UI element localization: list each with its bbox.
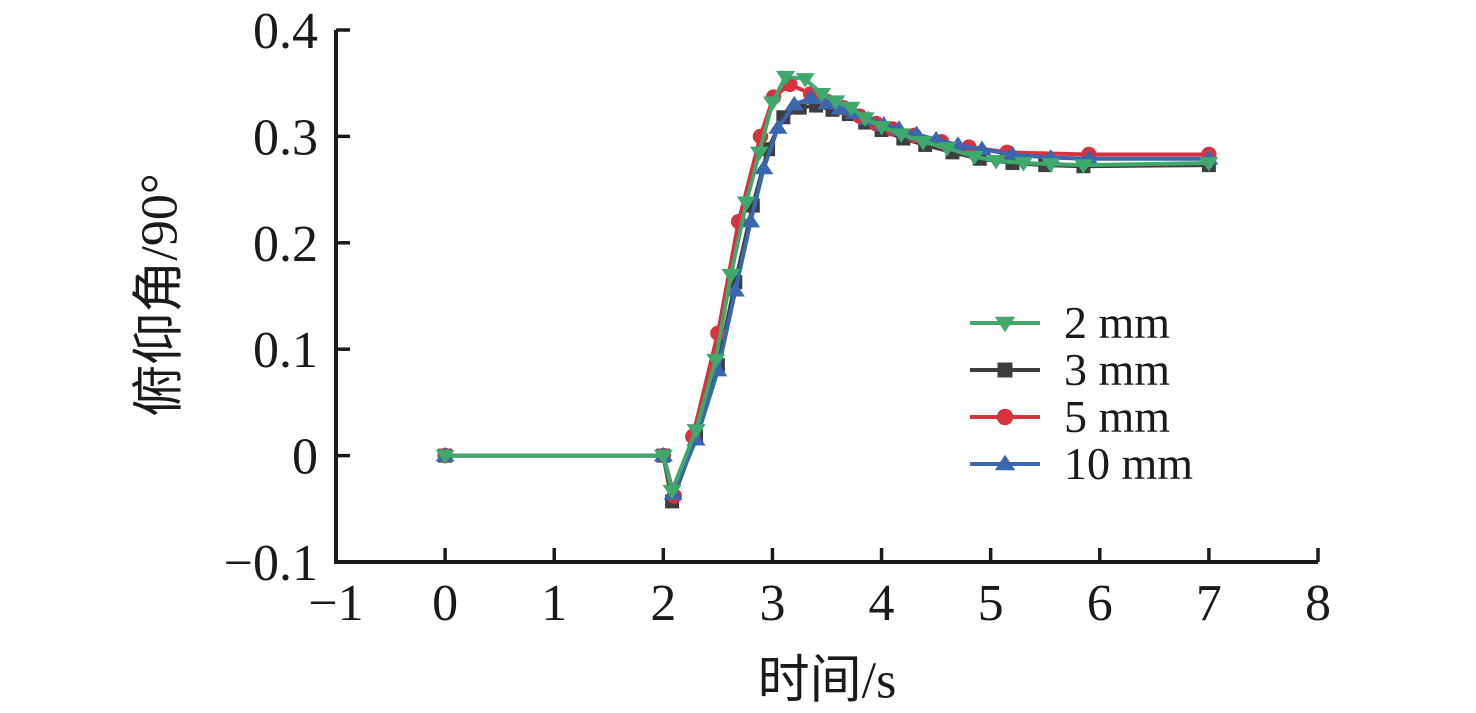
y-tick-label: 0.1 [253, 322, 318, 379]
x-tick-label: −1 [308, 575, 363, 632]
triangle-up-marker [830, 100, 850, 115]
legend-swatch-circle [970, 408, 1040, 425]
triangle-down-marker [913, 135, 933, 151]
triangle-down-marker [855, 112, 875, 127]
triangle-down-marker [872, 120, 892, 136]
triangle-down-marker [706, 353, 726, 369]
triangle-down-marker [1199, 157, 1219, 172]
series-2mm [435, 70, 1219, 500]
triangle-up-marker [994, 454, 1016, 470]
legend-swatch-triangle-down [970, 316, 1040, 332]
triangle-up-marker [1002, 145, 1023, 161]
x-axis-label: 时间/s [757, 652, 897, 710]
triangle-down-marker [776, 70, 796, 86]
x-tick-label: 8 [1305, 575, 1331, 632]
triangle-up-marker [817, 94, 837, 110]
triangle-down-marker [795, 73, 815, 88]
triangle-down-marker [435, 449, 455, 465]
legend-label: 2 mm [1064, 296, 1171, 348]
x-tick-label: 0 [432, 575, 458, 632]
x-tick-label: 7 [1196, 575, 1222, 632]
triangle-down-marker [1013, 157, 1033, 172]
triangle-down-marker [662, 484, 682, 500]
x-tick-label: 1 [541, 575, 567, 632]
triangle-up-marker [784, 95, 804, 111]
legend-item-2mm: 2 mm [968, 299, 1193, 346]
legend-item-3mm: 3 mm [968, 346, 1193, 393]
triangle-down-marker [736, 196, 756, 212]
legend-swatch-square [970, 362, 1040, 377]
y-axis-label: 俯仰角/90° [131, 173, 189, 417]
y-tick-label: −0.1 [224, 535, 318, 592]
triangle-down-marker [686, 424, 706, 439]
x-tick-label: 4 [869, 575, 895, 632]
y-tick-label: 0 [292, 429, 318, 486]
y-tick-label: 0.3 [253, 109, 318, 166]
triangle-down-marker [994, 316, 1016, 332]
y-tick-label: 0.2 [253, 216, 318, 273]
triangle-down-marker [721, 268, 741, 284]
triangle-down-marker [986, 154, 1006, 170]
x-tick-label: 3 [759, 575, 785, 632]
x-tick-label: 6 [1087, 575, 1113, 632]
triangle-down-marker [1041, 158, 1061, 173]
x-tick-label: 5 [978, 575, 1004, 632]
triangle-down-marker [749, 146, 769, 162]
square-marker [997, 362, 1013, 377]
legend-swatch-triangle-up [970, 454, 1040, 470]
triangle-up-marker [741, 212, 761, 228]
triangle-up-marker [754, 159, 774, 175]
x-tick-label: 2 [650, 575, 676, 632]
triangle-down-marker [653, 449, 673, 465]
triangle-down-marker [937, 142, 957, 157]
triangle-down-marker [826, 95, 846, 110]
legend-item-10mm: 10 mm [968, 440, 1193, 487]
triangle-down-marker [891, 128, 911, 143]
triangle-up-marker [725, 282, 745, 297]
legend-item-5mm: 5 mm [968, 393, 1193, 440]
triangle-down-marker [812, 87, 832, 103]
triangle-down-marker [841, 101, 861, 117]
triangle-up-marker [768, 119, 788, 134]
triangle-down-marker [762, 96, 782, 112]
legend-label: 10 mm [1064, 437, 1194, 489]
chart-legend: 2 mm 3 mm 5 mm 10 mm [968, 299, 1193, 487]
triangle-up-marker [926, 130, 946, 146]
circle-marker [996, 408, 1014, 425]
triangle-up-marker [801, 89, 821, 104]
legend-label: 5 mm [1064, 390, 1171, 442]
legend-label: 3 mm [1064, 343, 1171, 395]
y-tick-label: 0.4 [253, 3, 318, 60]
triangle-down-marker [1073, 159, 1093, 174]
triangle-down-marker [964, 150, 984, 166]
